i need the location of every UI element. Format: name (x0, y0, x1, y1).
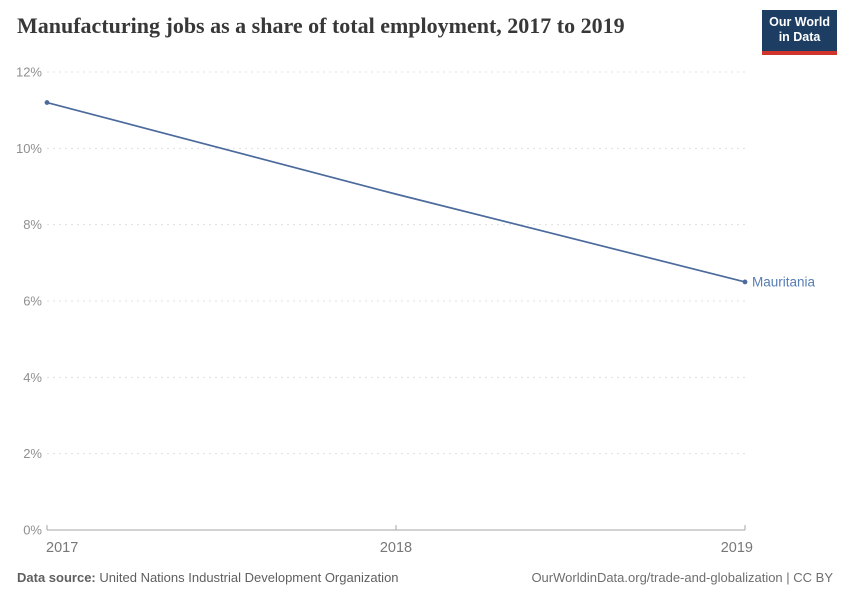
owid-logo[interactable]: Our World in Data (762, 10, 837, 55)
x-tick-label-2017: 2017 (46, 540, 78, 556)
series-line-mauritania[interactable] (46, 101, 746, 283)
data-point-2017[interactable] (44, 100, 50, 105)
y-tick-label-0: 0% (23, 523, 42, 538)
data-point-2019[interactable] (742, 279, 748, 285)
y-tick-label-10: 10% (16, 141, 42, 156)
attribution-link[interactable]: OurWorldinData.org/trade-and-globalizati… (531, 570, 833, 585)
y-tick-label-2: 2% (23, 446, 42, 461)
series-label-mauritania[interactable]: Mauritania (752, 274, 816, 289)
y-tick-label-12: 12% (16, 65, 42, 80)
y-tick-label-4: 4% (23, 370, 42, 385)
x-tick-label-2019: 2019 (721, 540, 753, 556)
data-source-note: Data source: United Nations Industrial D… (17, 570, 399, 585)
y-tick-label-6: 6% (23, 294, 42, 309)
x-tick-label-2018: 2018 (380, 540, 412, 556)
data-source-value: United Nations Industrial Development Or… (99, 570, 399, 585)
y-tick-label-8: 8% (23, 217, 42, 232)
page-title: Manufacturing jobs as a share of total e… (17, 13, 625, 38)
data-source-label: Data source: (17, 570, 96, 585)
logo-line1: Our World (769, 15, 830, 29)
logo-line2: in Data (778, 30, 821, 45)
